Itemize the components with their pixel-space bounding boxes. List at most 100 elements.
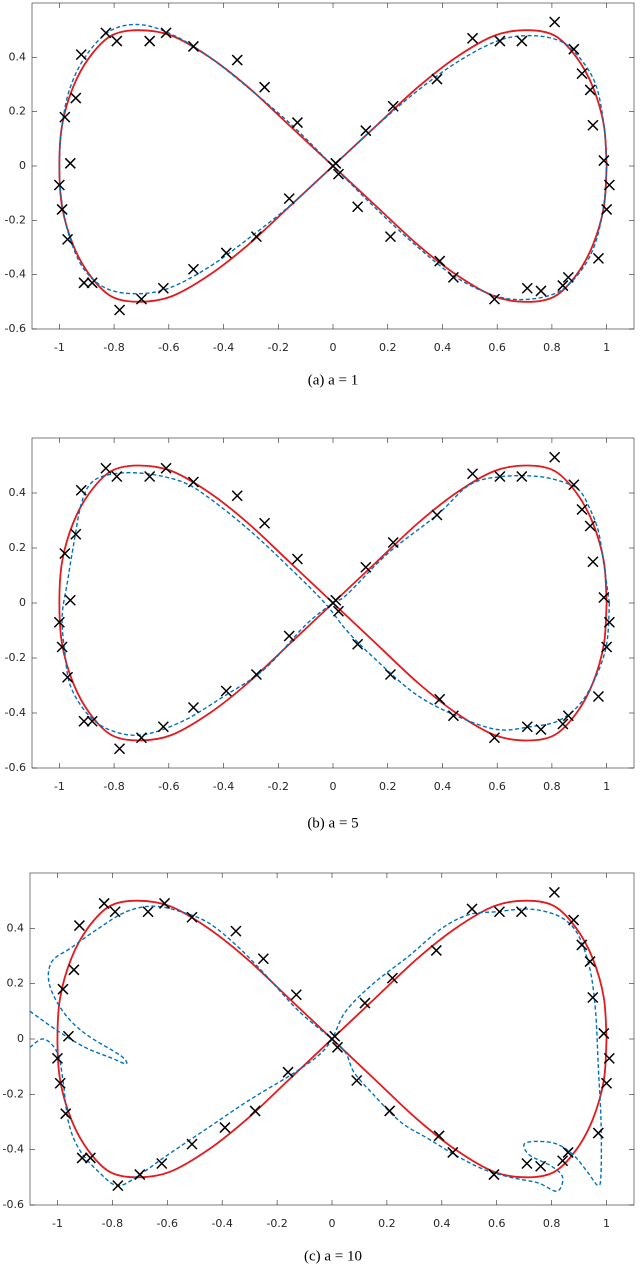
data-point (548, 886, 560, 898)
data-point (56, 203, 68, 215)
data-point (568, 479, 580, 491)
data-point (75, 484, 87, 496)
x-tick-label: -1 (52, 1217, 63, 1230)
data-point (157, 282, 169, 294)
data-point (467, 32, 479, 44)
data-point (135, 293, 147, 305)
data-point (160, 27, 172, 39)
data-point (332, 168, 345, 180)
caption: (a) a = 1 (308, 372, 359, 388)
data-point (111, 470, 123, 483)
y-tick-label: 0 (19, 159, 26, 172)
data-point (331, 1041, 344, 1053)
data-point (68, 964, 80, 976)
data-point (114, 743, 126, 755)
x-tick-label: 0.4 (434, 341, 452, 354)
data-point (535, 723, 547, 736)
data-point (447, 710, 459, 722)
data-point (576, 68, 588, 80)
data-point (144, 35, 156, 47)
x-tick-label: -0.8 (103, 341, 124, 354)
y-tick-label: -0.6 (5, 761, 26, 774)
x-tick-label: -0.4 (213, 341, 234, 354)
data-point (231, 490, 243, 502)
y-tick-label: -0.6 (3, 1198, 24, 1211)
data-point (78, 715, 90, 727)
x-tick-label: -0.8 (103, 780, 124, 793)
data-point (535, 285, 547, 297)
y-tick-label: 0 (17, 1032, 24, 1045)
data-point (134, 1169, 146, 1181)
x-tick-label: 1 (603, 780, 610, 793)
plot-content (53, 451, 615, 755)
data-point (598, 591, 610, 604)
x-tick-label: 1 (603, 341, 610, 354)
data-point (447, 271, 459, 283)
data-point (535, 1160, 547, 1172)
data-point (598, 1027, 610, 1040)
panel: -1 -0.8 -0.6 -0.4 -0.2 0 0.2 0.4 0.6 0.8 1 -0.6 -0.4… (5, 2, 635, 388)
data-point (488, 1169, 500, 1181)
data-point (158, 897, 171, 909)
data-point (53, 616, 65, 628)
data-point (592, 690, 604, 703)
data-point (584, 956, 596, 968)
data-point (557, 1155, 569, 1167)
data-point (64, 157, 76, 169)
data-point (59, 111, 71, 123)
x-tick-label: 0.6 (488, 341, 506, 354)
y-tick-label: 0.4 (7, 921, 25, 934)
data-point (78, 277, 90, 289)
x-tick-label: -0.6 (158, 341, 179, 354)
data-point (186, 1138, 198, 1150)
data-point (557, 280, 569, 292)
dashed-curve (61, 472, 611, 737)
x-tick-label: 0 (329, 1217, 336, 1230)
data-point (562, 271, 574, 283)
data-point (434, 693, 446, 705)
x-tick-label: -0.2 (266, 1217, 287, 1230)
data-point (112, 1180, 124, 1192)
y-tick-label: 0 (19, 596, 26, 609)
data-point (70, 528, 82, 540)
x-tick-label: -1 (54, 341, 65, 354)
data-point (220, 685, 232, 697)
data-point (290, 989, 302, 1001)
data-point (576, 503, 588, 516)
data-point (157, 721, 169, 733)
data-point (360, 561, 372, 573)
y-tick-label: 0.4 (9, 50, 27, 63)
data-point (603, 1052, 615, 1064)
data-point (494, 470, 506, 483)
data-point (187, 40, 199, 52)
data-point (601, 203, 613, 215)
data-point (576, 939, 588, 951)
data-point (86, 277, 98, 289)
data-point (359, 997, 371, 1009)
data-point (494, 35, 506, 47)
x-tick-label: -0.4 (211, 1217, 232, 1230)
data-point (250, 668, 262, 681)
data-point (259, 81, 271, 93)
data-point (587, 991, 599, 1004)
data-point (493, 906, 506, 918)
x-tick-label: 0.6 (488, 780, 506, 793)
plot-content (30, 886, 615, 1192)
y-tick-label: 0.2 (7, 977, 25, 990)
data-point (62, 233, 74, 245)
dashed-curve (58, 23, 608, 301)
data-point (57, 983, 69, 995)
data-point (603, 616, 615, 628)
data-point (329, 1030, 341, 1042)
data-point (100, 462, 112, 474)
x-tick-label: 0.8 (543, 780, 561, 793)
y-tick-label: -0.4 (5, 268, 26, 281)
data-point (521, 721, 533, 733)
y-tick-label: -0.4 (5, 706, 26, 719)
data-point (76, 1152, 88, 1164)
data-point (568, 914, 580, 926)
x-tick-label: -0.6 (158, 780, 179, 793)
data-point (387, 100, 399, 112)
x-tick-label: -0.2 (268, 341, 289, 354)
y-tick-label: -0.4 (3, 1143, 24, 1156)
